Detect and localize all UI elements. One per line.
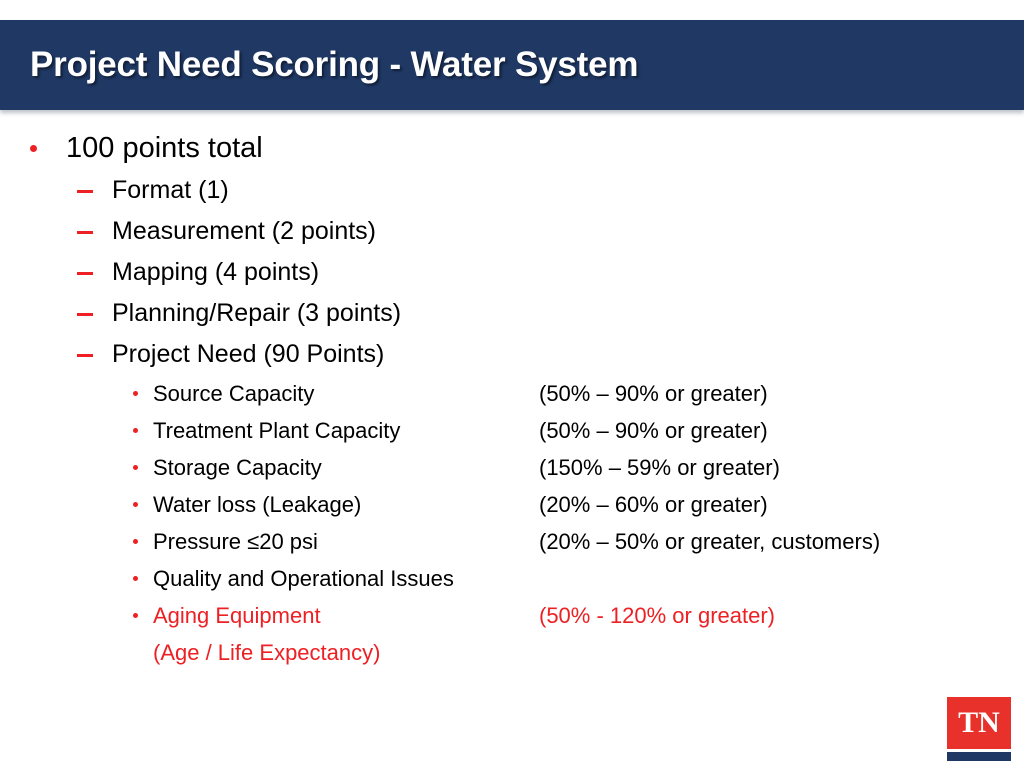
list-item-label: Source Capacity bbox=[153, 380, 315, 406]
bullet-dash-icon bbox=[77, 313, 93, 316]
list-item-value: (50% – 90% or greater) bbox=[539, 417, 768, 443]
list-item-label: Aging Equipment bbox=[153, 602, 321, 628]
logo-letters: TN bbox=[958, 706, 1000, 739]
list-item-level2: Format (1) bbox=[0, 170, 1024, 211]
tn-logo: TN bbox=[947, 697, 1011, 761]
list-item-label: Format (1) bbox=[112, 176, 229, 204]
list-item-level1: 100 points total bbox=[0, 126, 1024, 170]
list-item-value: (20% – 60% or greater) bbox=[539, 491, 768, 517]
list-item-label: Storage Capacity bbox=[153, 454, 322, 480]
list-item-level3: Treatment Plant Capacity (50% – 90% or g… bbox=[0, 412, 1024, 449]
logo-navy-bar bbox=[947, 752, 1011, 761]
list-item-label: Project Need (90 Points) bbox=[112, 340, 385, 368]
list-item-label: (Age / Life Expectancy) bbox=[153, 639, 381, 665]
list-item-level2: Planning/Repair (3 points) bbox=[0, 293, 1024, 334]
logo-red-square: TN bbox=[947, 697, 1011, 749]
bullet-dot-icon bbox=[133, 576, 138, 581]
page-title: Project Need Scoring - Water System bbox=[30, 45, 639, 84]
list-item-label: Quality and Operational Issues bbox=[153, 565, 454, 591]
list-item-value: (150% – 59% or greater) bbox=[539, 454, 780, 480]
list-item-level2: Mapping (4 points) bbox=[0, 252, 1024, 293]
bullet-dot-icon bbox=[133, 465, 138, 470]
bullet-dot-icon bbox=[133, 391, 138, 396]
bullet-dash-icon bbox=[77, 231, 93, 234]
list-item-level3-continuation: (Age / Life Expectancy) bbox=[0, 634, 1024, 671]
list-item-label: Treatment Plant Capacity bbox=[153, 417, 401, 443]
bullet-dash-icon bbox=[77, 190, 93, 193]
list-item-level3: Source Capacity (50% – 90% or greater) bbox=[0, 375, 1024, 412]
bullet-dash-icon bbox=[77, 354, 93, 357]
bullet-dot-icon bbox=[133, 539, 138, 544]
list-item-level3: Storage Capacity (150% – 59% or greater) bbox=[0, 449, 1024, 486]
list-item-level3-highlight: Aging Equipment (50% - 120% or greater) bbox=[0, 597, 1024, 634]
bullet-dot-icon bbox=[133, 502, 138, 507]
list-item-value: (50% – 90% or greater) bbox=[539, 380, 768, 406]
title-banner: Project Need Scoring - Water System bbox=[0, 20, 1024, 110]
content-body: 100 points total Format (1) Measurement … bbox=[0, 126, 1024, 671]
list-item-label: Planning/Repair (3 points) bbox=[112, 299, 402, 327]
bullet-dot-icon bbox=[30, 145, 37, 152]
list-item-level3: Pressure ≤20 psi (20% – 50% or greater, … bbox=[0, 523, 1024, 560]
list-item-value: (20% – 50% or greater, customers) bbox=[539, 528, 881, 554]
list-item-level3: Quality and Operational Issues bbox=[0, 560, 1024, 597]
list-item-label: Pressure ≤20 psi bbox=[153, 528, 318, 554]
list-item-level2: Project Need (90 Points) bbox=[0, 334, 1024, 375]
logo-white-bar bbox=[947, 749, 1011, 752]
bullet-dot-icon bbox=[133, 428, 138, 433]
list-item-label: 100 points total bbox=[66, 131, 263, 164]
bullet-dash-icon bbox=[77, 272, 93, 275]
bullet-dot-icon bbox=[133, 613, 138, 618]
list-item-label: Measurement (2 points) bbox=[112, 217, 377, 245]
list-item-value: (50% - 120% or greater) bbox=[539, 602, 775, 628]
list-item-level2: Measurement (2 points) bbox=[0, 211, 1024, 252]
list-item-level3: Water loss (Leakage) (20% – 60% or great… bbox=[0, 486, 1024, 523]
list-item-label: Mapping (4 points) bbox=[112, 258, 320, 286]
list-item-label: Water loss (Leakage) bbox=[153, 491, 362, 517]
